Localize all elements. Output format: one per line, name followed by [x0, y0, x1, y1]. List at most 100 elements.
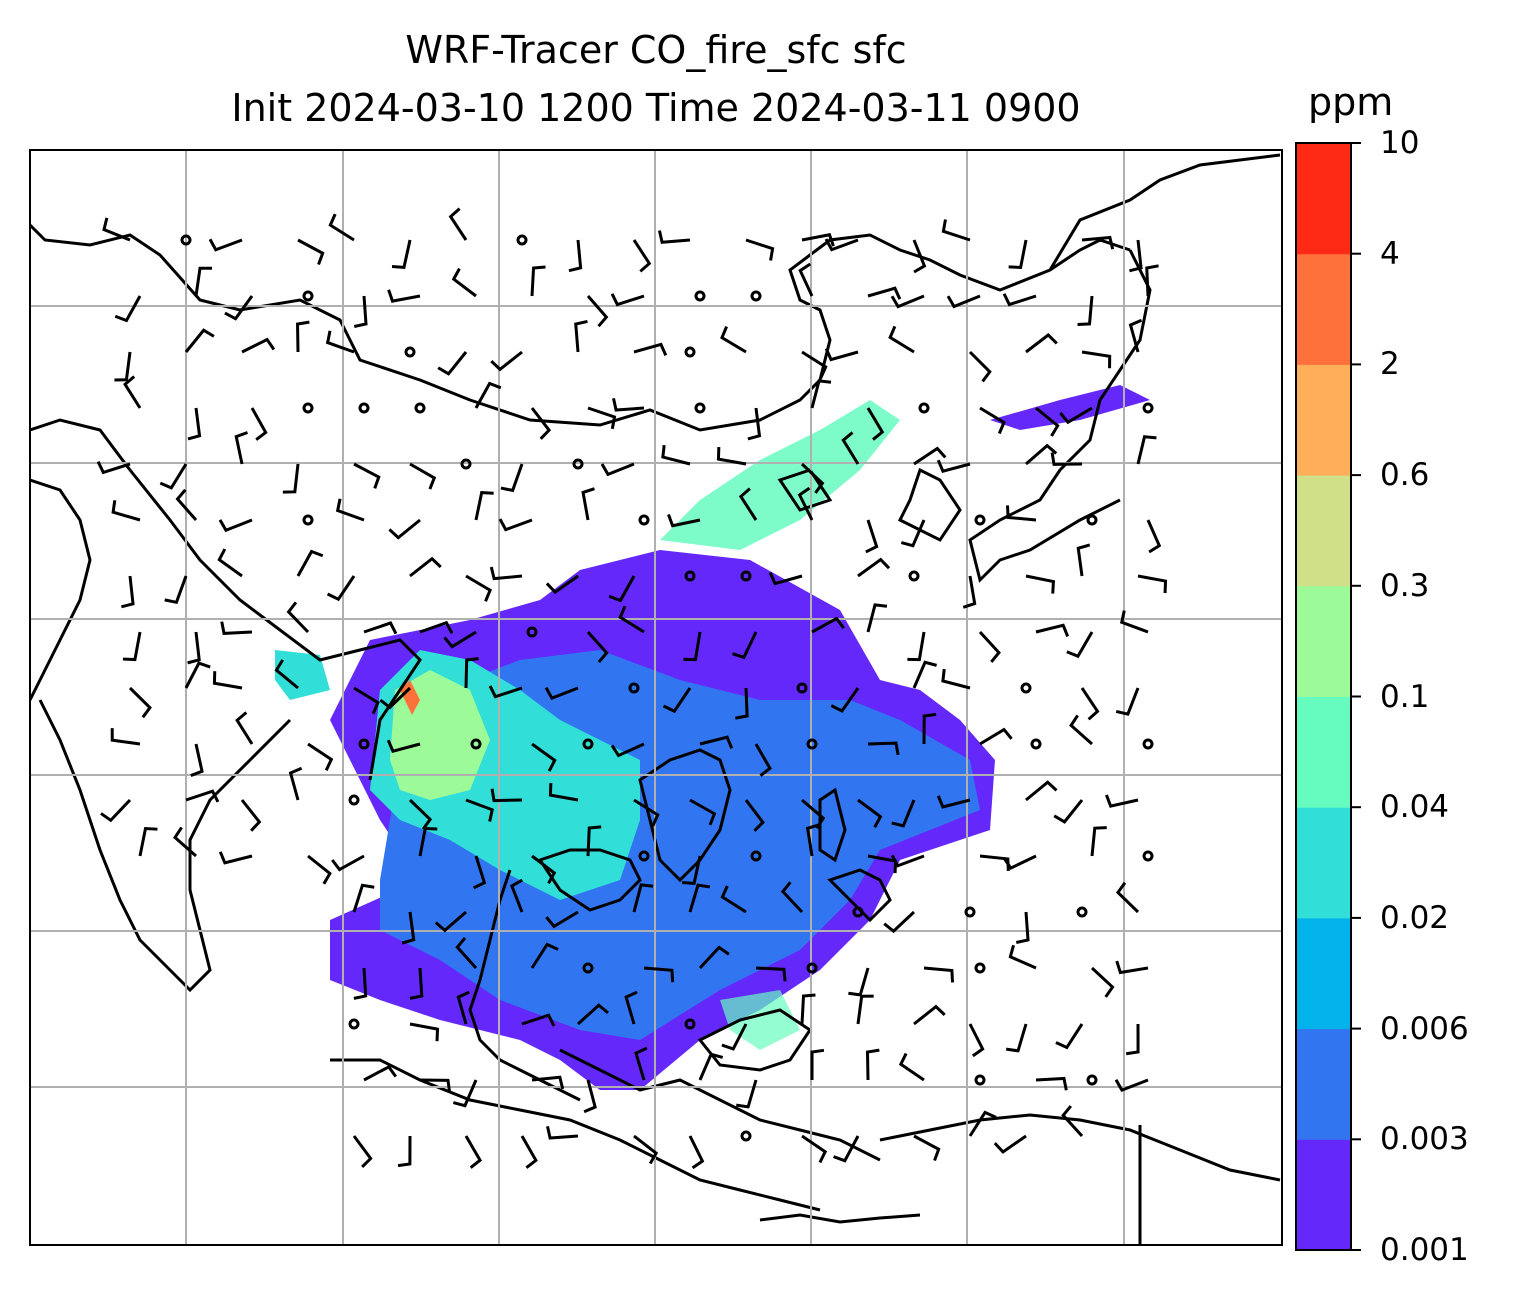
- wind-barb: [979, 727, 1013, 746]
- wind-barb: [612, 398, 645, 412]
- wind-barb: [1129, 239, 1143, 273]
- field-plume-north: [660, 400, 900, 550]
- calm-wind-marker: [358, 738, 370, 750]
- wind-barb: [409, 462, 437, 490]
- wind-barb: [890, 854, 925, 868]
- wind-barb: [1035, 1076, 1068, 1091]
- calm-wind-marker: [582, 962, 594, 974]
- calm-wind-marker: [974, 1074, 986, 1086]
- wind-barb: [800, 993, 816, 1025]
- wind-barb: [913, 1134, 941, 1162]
- calm-wind-marker: [526, 626, 538, 638]
- colorbar-segment: [1296, 364, 1351, 476]
- wind-barb: [689, 798, 717, 826]
- colorbar-segment: [1296, 585, 1351, 697]
- wind-barb: [474, 381, 502, 409]
- wind-barb: [923, 966, 955, 983]
- wind-barb: [576, 1003, 609, 1026]
- wind-barb: [1059, 406, 1093, 425]
- wind-barb: [185, 789, 220, 803]
- calm-wind-marker: [852, 906, 864, 918]
- wind-barb: [448, 207, 468, 241]
- wind-barb: [857, 557, 891, 578]
- wind-barb: [530, 265, 546, 297]
- wind-barb: [936, 795, 971, 809]
- wind-barb: [865, 519, 879, 554]
- wind-barb: [810, 379, 832, 409]
- wind-barb: [128, 686, 152, 719]
- wind-barb: [1005, 1023, 1028, 1053]
- wind-barb: [1080, 687, 1100, 721]
- colorbar-tick-label: 0.6: [1380, 457, 1430, 494]
- wind-barb: [900, 519, 926, 548]
- wind-barb: [296, 549, 324, 577]
- wind-barb: [1081, 235, 1115, 250]
- wind-barb: [296, 320, 310, 353]
- colorbar-segment: [1296, 143, 1351, 255]
- wind-barb: [1005, 505, 1037, 522]
- colorbar-tick-label: 2: [1380, 346, 1400, 383]
- calm-wind-marker: [694, 402, 706, 414]
- wind-barb: [643, 966, 675, 983]
- wind-barb: [212, 671, 243, 690]
- wind-barb: [235, 711, 254, 745]
- wind-barb: [608, 575, 636, 603]
- map-subtitle: Init 2024-03-10 1200 Time 2024-03-11 090…: [231, 86, 1081, 130]
- calm-wind-marker: [918, 402, 930, 414]
- wind-barb: [856, 994, 874, 1025]
- wind-barb: [797, 486, 814, 521]
- wind-barb: [780, 881, 804, 914]
- field-peak: [400, 680, 420, 715]
- wind-barb: [890, 294, 925, 309]
- wind-barb: [121, 575, 135, 609]
- wind-barb: [867, 741, 900, 756]
- wind-barb: [250, 407, 268, 441]
- wind-barb: [122, 631, 142, 662]
- calm-wind-marker: [180, 234, 192, 246]
- wind-barb: [1008, 944, 1037, 970]
- colorbar: [1296, 142, 1361, 1251]
- wind-barb: [848, 967, 870, 997]
- wind-barb: [100, 798, 132, 823]
- wind-barb: [326, 575, 356, 602]
- wind-barb: [1008, 239, 1028, 270]
- wind-barb: [234, 431, 249, 465]
- calm-wind-marker: [638, 514, 650, 526]
- wind-barb: [164, 575, 188, 605]
- calm-wind-marker: [684, 1018, 696, 1030]
- colorbar-tick-label: 10: [1380, 125, 1420, 161]
- wind-barb: [464, 657, 479, 689]
- wind-barb: [824, 238, 859, 252]
- wind-barb: [409, 1022, 440, 1042]
- wind-barb: [716, 447, 747, 466]
- wind-barb: [912, 660, 938, 689]
- tracer-field: [275, 385, 1150, 1090]
- calm-wind-marker: [806, 962, 818, 974]
- wind-barb: [111, 500, 141, 522]
- wind-barb: [455, 936, 478, 970]
- wind-barb: [286, 601, 310, 634]
- wind-barb: [184, 661, 211, 689]
- calm-wind-marker: [516, 234, 528, 246]
- wind-barb: [530, 407, 552, 440]
- wind-barb: [744, 799, 765, 832]
- wind-barb: [490, 350, 523, 372]
- wind-barb: [208, 238, 243, 252]
- calm-wind-marker: [796, 682, 808, 694]
- wind-barb: [600, 462, 635, 477]
- wind-barb: [1025, 443, 1058, 466]
- wind-barb: [1115, 960, 1149, 975]
- wind-barb: [531, 854, 557, 885]
- wind-barb: [1115, 881, 1140, 914]
- wind-barb: [544, 686, 579, 700]
- wind-barb: [1105, 794, 1139, 808]
- wind-barb: [941, 668, 971, 690]
- calm-wind-marker: [638, 850, 650, 862]
- wind-barb: [857, 798, 883, 828]
- wind-barb: [946, 294, 981, 309]
- field-west-patch: [275, 650, 330, 700]
- wind-barb: [866, 603, 888, 633]
- wind-barb: [102, 217, 131, 242]
- wind-barb: [913, 446, 947, 466]
- wind-barb: [907, 631, 926, 662]
